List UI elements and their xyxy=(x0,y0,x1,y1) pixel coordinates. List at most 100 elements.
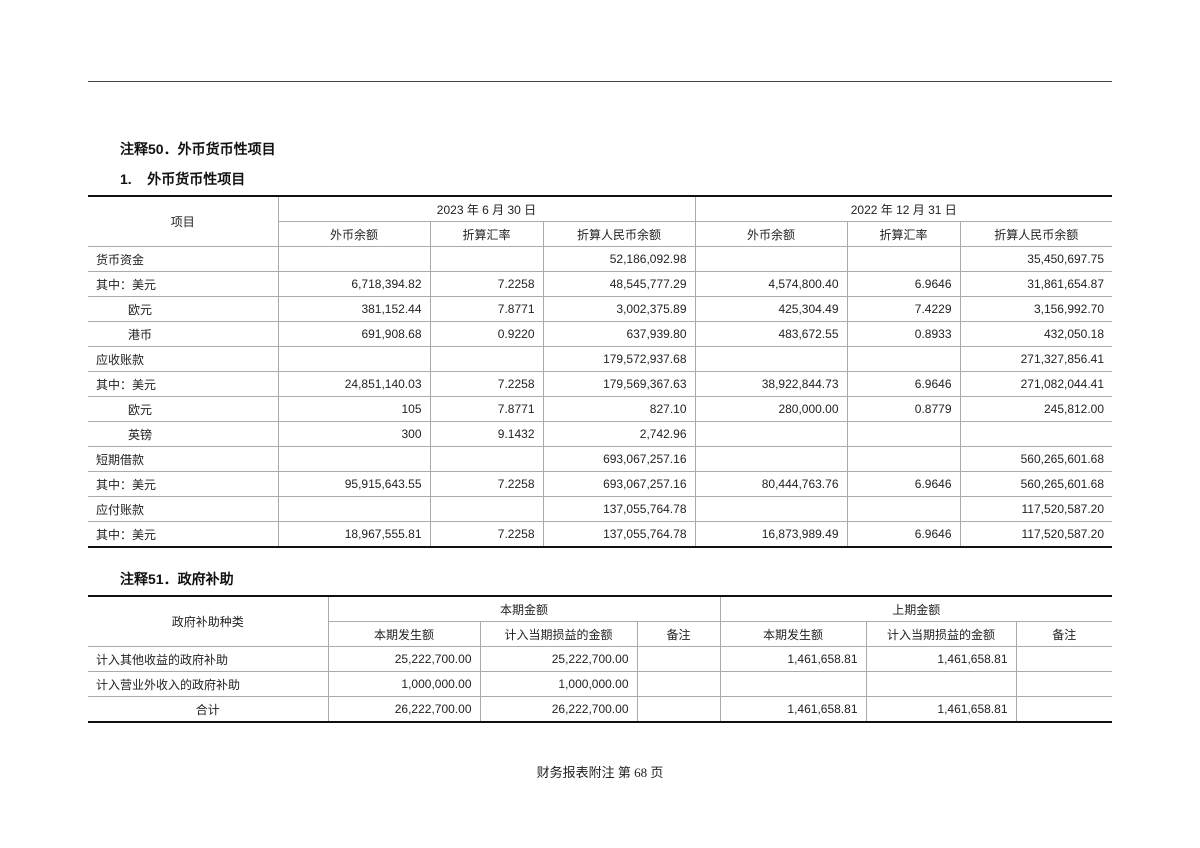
table-cell: 1,461,658.81 xyxy=(865,646,1017,672)
table-cell: 6.9646 xyxy=(846,471,961,497)
table-cell: 0.9220 xyxy=(429,321,544,347)
row-label: 短期借款 xyxy=(88,446,279,472)
table-cell xyxy=(719,671,867,697)
table-cell xyxy=(846,346,961,372)
table-cell: 271,082,044.41 xyxy=(959,371,1113,397)
table-row: 计入其他收益的政府补助 25,222,700.00 25,222,700.00 1,4… xyxy=(88,646,1113,672)
table-cell: 245,812.00 xyxy=(959,396,1113,422)
table-cell xyxy=(1015,671,1113,697)
table-cell: 1,000,000.00 xyxy=(327,671,481,697)
table-row: 英镑 300 9.1432 2,742.96 xyxy=(88,421,1113,447)
table-cell: 137,055,764.78 xyxy=(542,496,696,522)
table-cell: 7.2258 xyxy=(429,271,544,297)
table-cell: 52,186,092.98 xyxy=(542,246,696,272)
column-header: 折算人民币余额 xyxy=(542,221,696,247)
column-header: 计入当期损益的金额 xyxy=(865,621,1017,647)
table-cell: 693,067,257.16 xyxy=(542,471,696,497)
table-cell: 7.4229 xyxy=(846,296,961,322)
column-header: 折算汇率 xyxy=(429,221,544,247)
header-item: 项目 xyxy=(88,195,279,247)
table-cell: 4,574,800.40 xyxy=(694,271,848,297)
table-cell xyxy=(694,246,848,272)
header-period-current: 本期金额 xyxy=(327,595,721,622)
table-row: 其中：美元 95,915,643.55 7.2258 693,067,257.16 80… xyxy=(88,471,1113,497)
table-cell: 48,545,777.29 xyxy=(542,271,696,297)
table-cell xyxy=(846,496,961,522)
table-cell xyxy=(1015,696,1113,723)
table-cell: 1,461,658.81 xyxy=(719,696,867,723)
row-label: 合计 xyxy=(88,696,329,723)
table-row: 港币 691,908.68 0.9220 637,939.80 483,672.55 0.… xyxy=(88,321,1113,347)
table-cell xyxy=(846,421,961,447)
table-cell: 6.9646 xyxy=(846,371,961,397)
table-cell: 560,265,601.68 xyxy=(959,446,1113,472)
row-label: 其中：美元 xyxy=(88,371,279,397)
table-cell: 7.8771 xyxy=(429,296,544,322)
table-row: 欧元 105 7.8771 827.10 280,000.00 0.8779 245,812… xyxy=(88,396,1113,422)
table-cell xyxy=(694,496,848,522)
table-cell: 637,939.80 xyxy=(542,321,696,347)
table-cell xyxy=(277,496,431,522)
table-cell: 26,222,700.00 xyxy=(479,696,638,723)
table-cell xyxy=(429,346,544,372)
table-cell: 560,265,601.68 xyxy=(959,471,1113,497)
table-cell: 271,327,856.41 xyxy=(959,346,1113,372)
table-cell: 18,967,555.81 xyxy=(277,521,431,548)
table-cell xyxy=(865,671,1017,697)
table-row: 欧元 381,152.44 7.8771 3,002,375.89 425,304.49… xyxy=(88,296,1113,322)
table-cell: 95,915,643.55 xyxy=(277,471,431,497)
table-cell: 425,304.49 xyxy=(694,296,848,322)
row-label: 欧元 xyxy=(88,296,279,322)
table-cell: 693,067,257.16 xyxy=(542,446,696,472)
table-cell: 280,000.00 xyxy=(694,396,848,422)
header-period-current: 2023 年 6 月 30 日 xyxy=(277,195,696,222)
table-cell: 0.8933 xyxy=(846,321,961,347)
table-cell xyxy=(429,246,544,272)
table-cell: 105 xyxy=(277,396,431,422)
header-item: 政府补助种类 xyxy=(88,595,329,647)
table-cell: 483,672.55 xyxy=(694,321,848,347)
table-cell: 25,222,700.00 xyxy=(327,646,481,672)
table-cell xyxy=(636,671,721,697)
table-cell xyxy=(277,246,431,272)
column-header: 备注 xyxy=(636,621,721,647)
foreign-currency-table: 项目 2023 年 6 月 30 日 2022 年 12 月 31 日 外币余额… xyxy=(88,195,1113,548)
table-cell: 6.9646 xyxy=(846,271,961,297)
table-cell xyxy=(959,421,1113,447)
row-label: 应收账款 xyxy=(88,346,279,372)
table-cell: 7.2258 xyxy=(429,471,544,497)
table-cell xyxy=(429,496,544,522)
table-cell xyxy=(277,346,431,372)
table-cell: 80,444,763.76 xyxy=(694,471,848,497)
table-cell: 31,861,654.87 xyxy=(959,271,1113,297)
row-label: 计入营业外收入的政府补助 xyxy=(88,671,329,697)
page-footer: 财务报表附注 第 68 页 xyxy=(536,765,664,780)
table-cell: 38,922,844.73 xyxy=(694,371,848,397)
table-cell xyxy=(277,446,431,472)
table-cell: 1,461,658.81 xyxy=(865,696,1017,723)
note50-title: 注释50．外币货币性项目 xyxy=(120,141,276,157)
table-row: 应付账款 137,055,764.78 117,520,587.20 xyxy=(88,496,1113,522)
table-row: 其中：美元 24,851,140.03 7.2258 179,569,367.63 38… xyxy=(88,371,1113,397)
note51-title: 注释51．政府补助 xyxy=(120,571,234,587)
table-cell: 827.10 xyxy=(542,396,696,422)
table-cell: 9.1432 xyxy=(429,421,544,447)
table-cell: 137,055,764.78 xyxy=(542,521,696,548)
table-cell: 432,050.18 xyxy=(959,321,1113,347)
table-row: 短期借款 693,067,257.16 560,265,601.68 xyxy=(88,446,1113,472)
note50-subtitle: 1. 外币货币性项目 xyxy=(120,171,246,187)
table-row: 其中：美元 18,967,555.81 7.2258 137,055,764.78 16… xyxy=(88,521,1113,548)
row-label: 欧元 xyxy=(88,396,279,422)
column-header: 外币余额 xyxy=(694,221,848,247)
table-cell xyxy=(636,696,721,723)
row-label: 货币资金 xyxy=(88,246,279,272)
table-cell: 35,450,697.75 xyxy=(959,246,1113,272)
table-cell xyxy=(694,421,848,447)
table-cell: 7.2258 xyxy=(429,371,544,397)
table-row: 货币资金 52,186,092.98 35,450,697.75 xyxy=(88,246,1113,272)
column-header: 折算人民币余额 xyxy=(959,221,1113,247)
table-cell: 6.9646 xyxy=(846,521,961,548)
table-cell: 691,908.68 xyxy=(277,321,431,347)
table-cell: 0.8779 xyxy=(846,396,961,422)
